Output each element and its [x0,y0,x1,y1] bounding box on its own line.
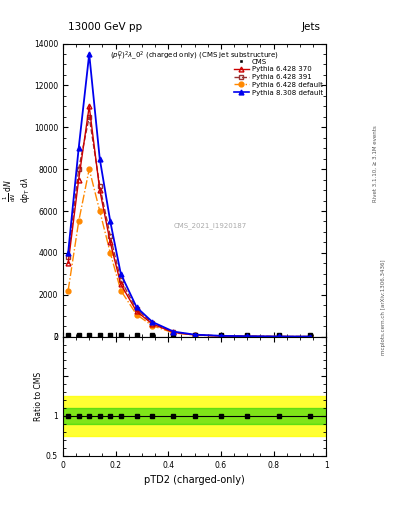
Pythia 6.428 391 [150,320,155,326]
Pythia 8.308 default [66,250,70,256]
Pythia 6.428 default [245,333,250,339]
Pythia 6.428 default [219,333,223,339]
Pythia 6.428 default [108,250,113,256]
Pythia 8.308 default [192,332,197,338]
Pythia 6.428 default [76,219,81,225]
CMS [150,331,155,337]
Pythia 8.308 default [97,156,102,162]
Pythia 8.308 default [245,333,250,339]
Pythia 8.308 default [308,333,313,339]
CMS [118,331,123,337]
Pythia 6.428 370 [66,260,70,266]
CMS [171,331,176,337]
CMS [97,331,102,337]
Pythia 8.308 default [118,271,123,277]
Pythia 6.428 default [276,333,281,339]
CMS [192,331,197,337]
Pythia 6.428 391 [76,166,81,172]
Pythia 6.428 370 [276,333,281,339]
Pythia 6.428 391 [118,277,123,283]
Pythia 6.428 default [97,208,102,214]
Pythia 8.308 default [219,333,223,339]
Line: Pythia 6.428 391: Pythia 6.428 391 [66,114,313,339]
Pythia 6.428 391 [87,114,92,120]
Line: Pythia 6.428 370: Pythia 6.428 370 [66,104,313,339]
Pythia 8.308 default [134,304,139,310]
Pythia 6.428 default [87,166,92,172]
CMS [76,331,81,337]
Pythia 6.428 default [150,323,155,329]
Pythia 6.428 370 [97,187,102,193]
Text: mcplots.cern.ch [arXiv:1306.3436]: mcplots.cern.ch [arXiv:1306.3436] [381,260,386,355]
Pythia 6.428 default [118,287,123,293]
Pythia 6.428 391 [66,254,70,260]
Text: CMS_2021_I1920187: CMS_2021_I1920187 [174,222,247,229]
CMS [219,331,223,337]
Pythia 6.428 default [66,287,70,293]
CMS [87,331,92,337]
CMS [308,331,313,337]
Pythia 6.428 391 [108,233,113,239]
Y-axis label: $\frac{1}{\mathrm{d}N}$ $\mathrm{d}N$
$\mathrm{d}p_T$ $\mathrm{d}\lambda$: $\frac{1}{\mathrm{d}N}$ $\mathrm{d}N$ $\… [2,177,32,203]
Pythia 6.428 default [192,332,197,338]
Pythia 8.308 default [171,329,176,335]
CMS [134,331,139,337]
Pythia 8.308 default [76,145,81,151]
Bar [63,396,326,436]
Pythia 6.428 default [134,312,139,318]
Pythia 6.428 370 [150,321,155,327]
Pythia 8.308 default [108,219,113,225]
Text: Jets: Jets [302,22,321,32]
Pythia 6.428 370 [87,103,92,110]
CMS [276,331,281,337]
Pythia 6.428 370 [118,281,123,287]
Pythia 8.308 default [87,51,92,57]
Line: CMS: CMS [66,332,312,336]
Legend: CMS, Pythia 6.428 370, Pythia 6.428 391, Pythia 6.428 default, Pythia 8.308 defa: CMS, Pythia 6.428 370, Pythia 6.428 391,… [233,59,323,96]
Pythia 6.428 391 [245,333,250,339]
Y-axis label: Ratio to CMS: Ratio to CMS [34,372,43,421]
Pythia 6.428 default [308,333,313,339]
Text: $(p_T^D)^2\lambda\_0^2$ (charged only) (CMS jet substructure): $(p_T^D)^2\lambda\_0^2$ (charged only) (… [110,49,279,62]
Pythia 6.428 391 [276,333,281,339]
Pythia 6.428 370 [171,329,176,335]
Pythia 6.428 391 [97,183,102,189]
Pythia 6.428 391 [171,329,176,335]
CMS [66,331,70,337]
Bar [63,408,326,424]
Pythia 6.428 370 [76,177,81,183]
Pythia 6.428 370 [308,333,313,339]
Pythia 6.428 370 [134,308,139,314]
Pythia 6.428 391 [192,332,197,338]
Pythia 6.428 370 [192,332,197,338]
Pythia 6.428 default [171,330,176,336]
CMS [108,331,113,337]
X-axis label: pTD2 (charged-only): pTD2 (charged-only) [144,475,245,485]
Pythia 6.428 391 [134,306,139,312]
Pythia 6.428 370 [219,333,223,339]
Pythia 6.428 370 [245,333,250,339]
Pythia 8.308 default [276,333,281,339]
Pythia 6.428 391 [308,333,313,339]
Pythia 6.428 391 [219,333,223,339]
CMS [245,331,250,337]
Pythia 8.308 default [150,319,155,325]
Line: Pythia 8.308 default: Pythia 8.308 default [66,52,313,339]
Text: Rivet 3.1.10, ≥ 3.1M events: Rivet 3.1.10, ≥ 3.1M events [373,125,378,202]
Line: Pythia 6.428 default: Pythia 6.428 default [66,167,313,339]
Text: 13000 GeV pp: 13000 GeV pp [68,22,142,32]
Pythia 6.428 370 [108,239,113,245]
